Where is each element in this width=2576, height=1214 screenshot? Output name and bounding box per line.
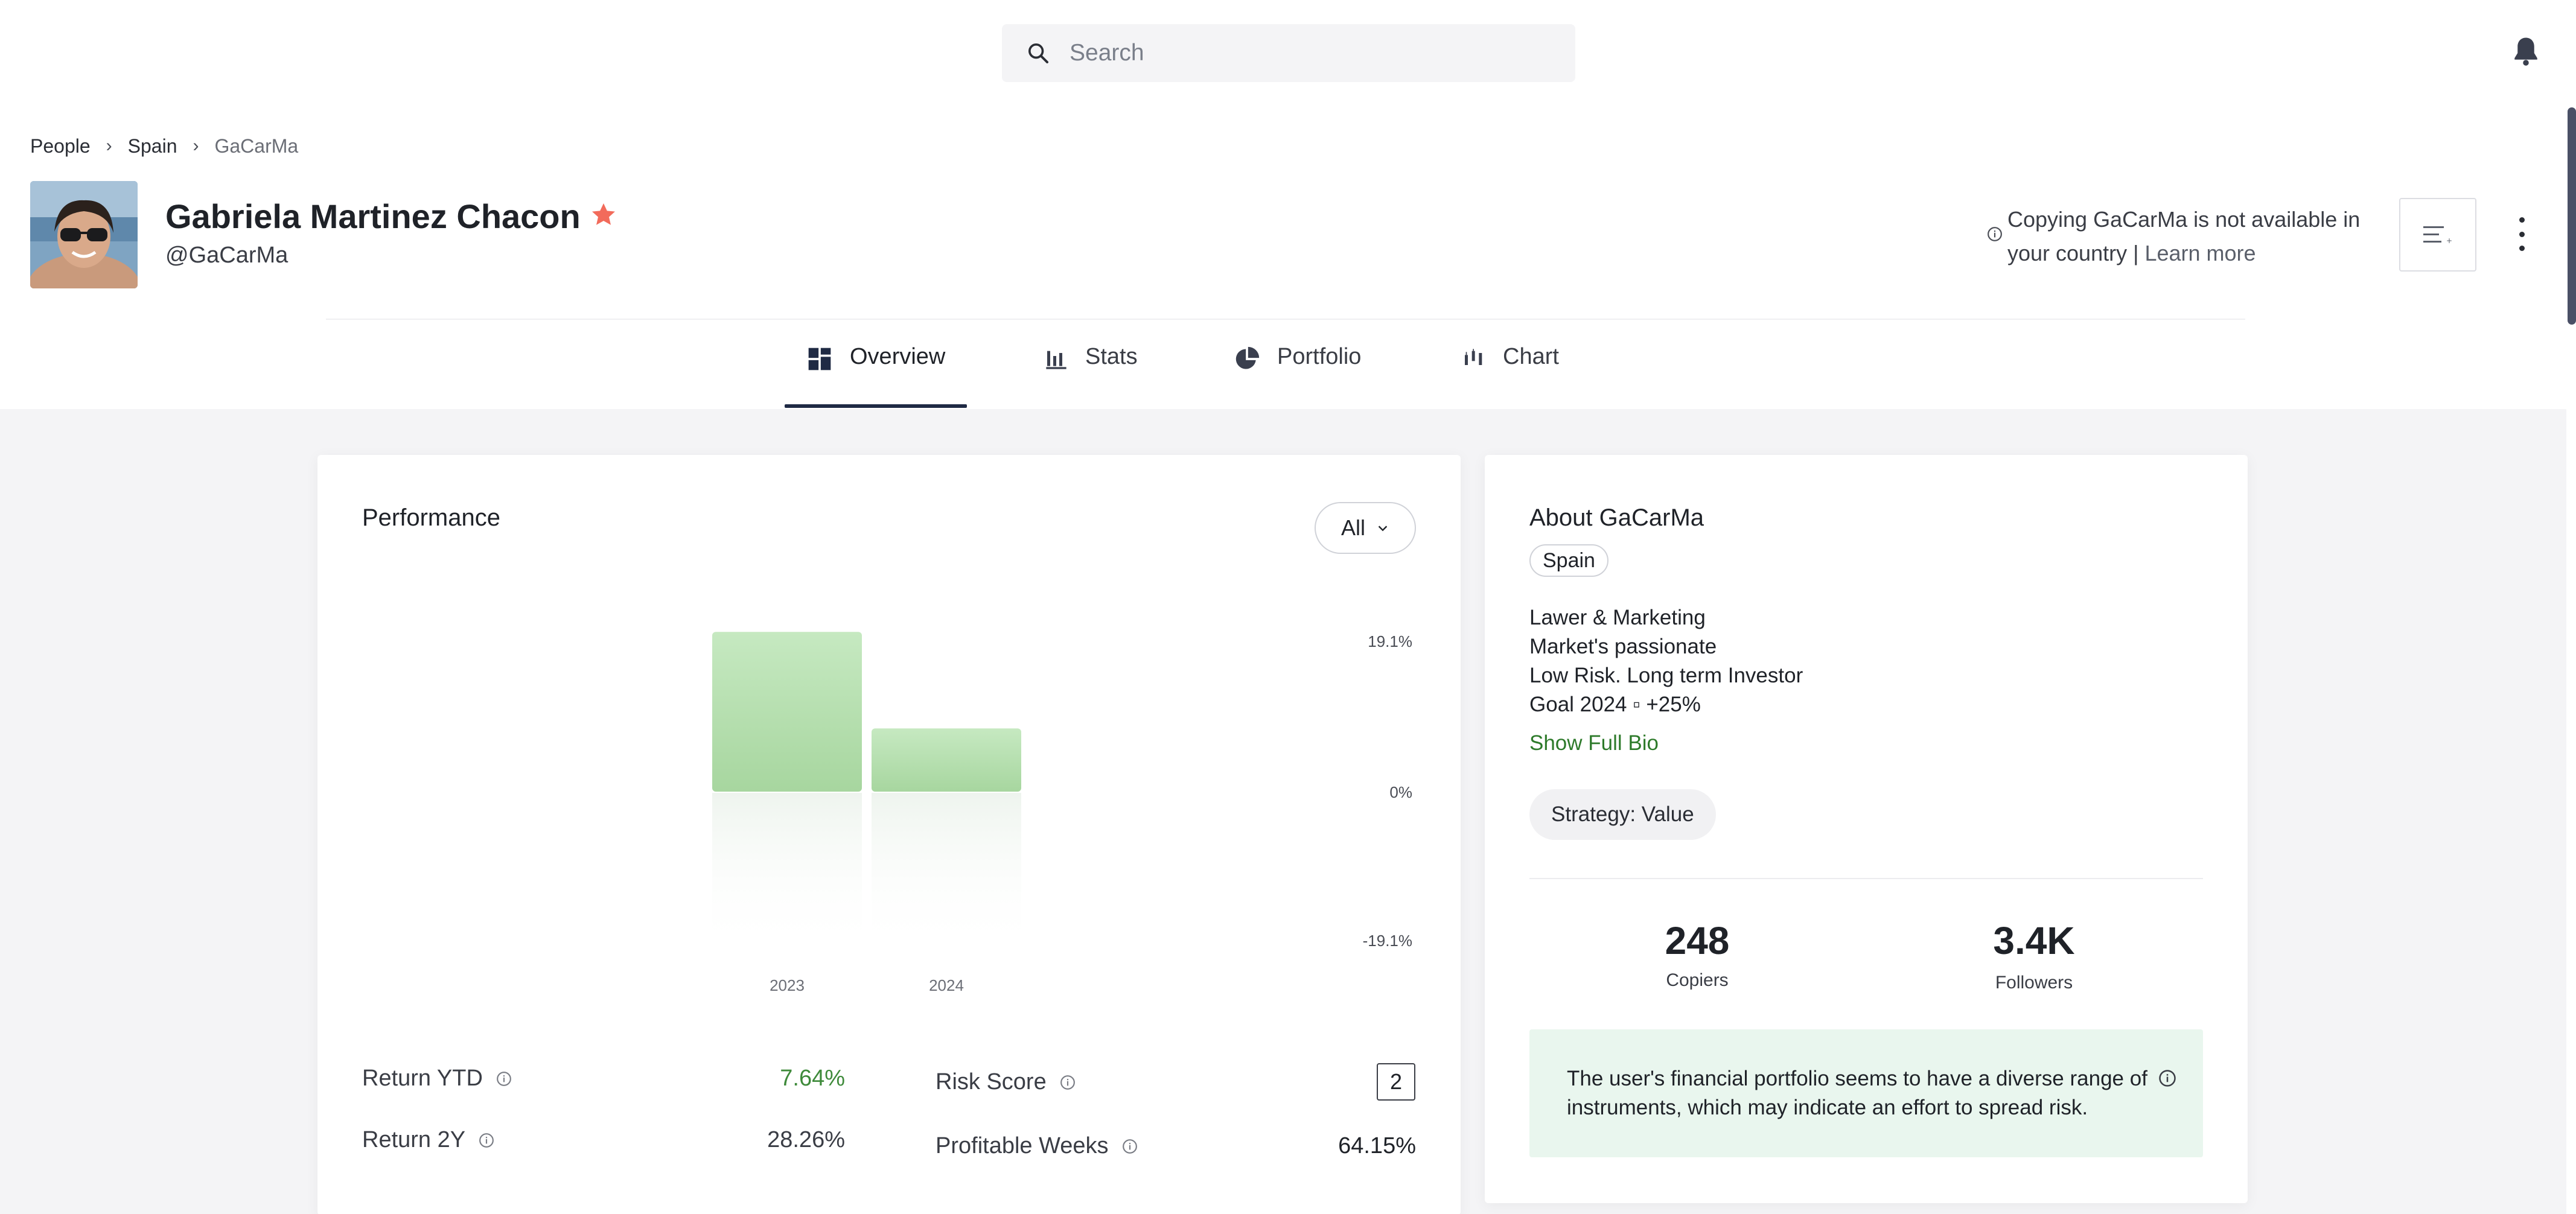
- bio-text: Lawer & Marketing Market's passionate Lo…: [1529, 603, 1803, 719]
- info-icon: [1988, 227, 2002, 241]
- bio-line: Lawer & Marketing: [1529, 606, 1706, 629]
- chart-bar[interactable]: [712, 632, 862, 792]
- info-icon[interactable]: [1122, 1139, 1138, 1154]
- followers-count: 3.4K: [1993, 919, 2075, 962]
- info-icon[interactable]: [2158, 1069, 2176, 1087]
- tab-chart[interactable]: Chart: [1462, 344, 1559, 410]
- x-tick-label: 2024: [929, 976, 964, 994]
- insight-box: [1529, 1029, 2203, 1157]
- scrollbar-thumb[interactable]: [2568, 107, 2576, 325]
- search-input[interactable]: [1070, 40, 1528, 66]
- y-tick-label: 19.1%: [1368, 632, 1412, 650]
- performance-title: Performance: [362, 504, 500, 531]
- bio-line: Low Risk. Long term Investor: [1529, 664, 1803, 687]
- bar-chart-icon: [1046, 351, 1066, 369]
- y-tick-label: -19.1%: [1363, 932, 1412, 950]
- range-dropdown-value: All: [1341, 515, 1365, 540]
- strategy-tag: Strategy: Value: [1529, 789, 1716, 840]
- info-icon[interactable]: [1060, 1075, 1076, 1090]
- active-tab-indicator: [785, 404, 967, 408]
- bell-icon[interactable]: [2508, 33, 2544, 69]
- risk-score-badge: 2: [1377, 1063, 1415, 1101]
- y-tick-label: 0%: [1389, 783, 1412, 801]
- breadcrumb-current: GaCarMa: [214, 135, 299, 157]
- return-2y-value: 28.26%: [767, 1127, 845, 1152]
- range-dropdown[interactable]: All: [1315, 502, 1416, 554]
- country-tag: Spain: [1529, 544, 1608, 577]
- followers-label: Followers: [1995, 973, 2073, 993]
- info-icon[interactable]: [479, 1133, 494, 1148]
- breadcrumb-separator: ›: [106, 136, 112, 156]
- breadcrumb: People › Spain › GaCarMa: [30, 134, 298, 158]
- breadcrumb-separator: ›: [193, 136, 199, 156]
- copiers-label: Copiers: [1666, 970, 1729, 990]
- grid-icon: [808, 348, 831, 370]
- chart-bar-reflection: [712, 793, 862, 950]
- chart-bar-reflection: [872, 793, 1021, 950]
- breadcrumb-spain[interactable]: Spain: [127, 135, 177, 157]
- search-icon: [1028, 43, 1048, 63]
- chevron-down-icon: [1378, 526, 1388, 532]
- star-icon[interactable]: [589, 200, 618, 229]
- svg-text:+: +: [2446, 237, 2452, 245]
- return-ytd-text: Return YTD: [362, 1066, 483, 1091]
- learn-more-link[interactable]: Learn more: [2144, 241, 2256, 265]
- return-ytd-label: Return YTD: [362, 1066, 512, 1092]
- divider: [326, 319, 2245, 320]
- bio-line: Market's passionate: [1529, 635, 1717, 658]
- candlestick-icon: [1465, 349, 1482, 365]
- copy-notice-text: Copying GaCarMa is not available in your…: [2007, 207, 2361, 265]
- show-full-bio-link[interactable]: Show Full Bio: [1529, 731, 1659, 755]
- watchlist-button[interactable]: +: [2399, 198, 2476, 272]
- tab-stats[interactable]: Stats: [1044, 344, 1138, 410]
- tab-overview[interactable]: Overview: [806, 344, 945, 410]
- profitable-weeks-value: 64.15%: [1338, 1133, 1416, 1158]
- tab-portfolio[interactable]: Portfolio: [1234, 344, 1361, 410]
- list-add-icon: +: [2423, 226, 2452, 245]
- copiers-count: 248: [1665, 919, 1730, 962]
- tab-stats-label: Stats: [1085, 344, 1138, 369]
- profitable-weeks-label: Profitable Weeks: [936, 1133, 1138, 1159]
- tab-overview-label: Overview: [850, 344, 946, 369]
- pie-chart-icon: [1235, 346, 1260, 369]
- return-2y-label: Return 2Y: [362, 1127, 494, 1153]
- return-ytd-value: 7.64%: [780, 1066, 845, 1091]
- profitable-weeks-text: Profitable Weeks: [936, 1133, 1109, 1158]
- performance-chart: 19.1% 0% -19.1% 2023 2024: [435, 632, 1412, 994]
- return-2y-text: Return 2Y: [362, 1127, 466, 1152]
- copy-notice: Copying GaCarMa is not available in your…: [2007, 203, 2394, 270]
- info-icon[interactable]: [496, 1071, 512, 1087]
- chart-bar[interactable]: [872, 728, 1021, 792]
- risk-score-text: Risk Score: [936, 1069, 1047, 1095]
- divider: [1529, 878, 2203, 879]
- search-bar[interactable]: [1002, 24, 1575, 82]
- profile-name: Gabriela Martinez Chacon: [165, 197, 581, 235]
- profile-handle: @GaCarMa: [165, 243, 289, 268]
- breadcrumb-people[interactable]: People: [30, 135, 91, 157]
- insight-text: The user's financial portfolio seems to …: [1567, 1067, 2147, 1119]
- more-options-icon[interactable]: [2511, 217, 2533, 251]
- bio-line: Goal 2024 ▫ +25%: [1529, 693, 1701, 716]
- avatar: [30, 181, 138, 288]
- tab-portfolio-label: Portfolio: [1277, 344, 1362, 369]
- risk-score-label: Risk Score: [936, 1069, 1076, 1095]
- x-tick-label: 2023: [770, 976, 805, 994]
- about-title: About GaCarMa: [1529, 504, 1704, 531]
- tab-chart-label: Chart: [1503, 344, 1559, 369]
